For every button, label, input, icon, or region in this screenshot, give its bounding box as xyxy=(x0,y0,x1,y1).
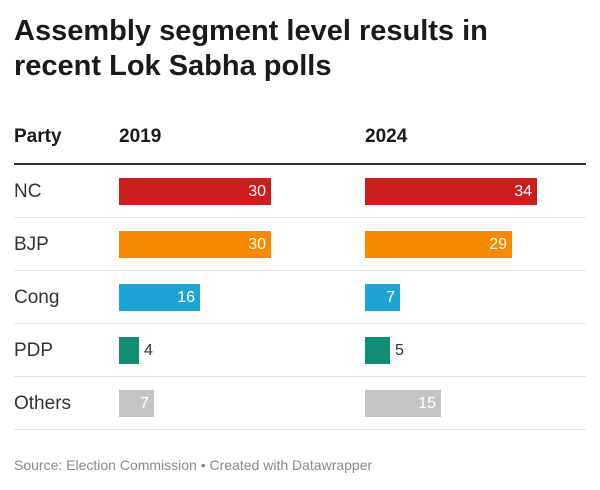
row-divider xyxy=(14,323,586,324)
bar-bjp-2024 xyxy=(365,231,512,258)
source-note: Source: Election Commission • Created wi… xyxy=(14,457,373,473)
value-label-cong-2024: 7 xyxy=(386,289,395,306)
row-divider xyxy=(14,429,586,430)
value-label-pdp-2019: 4 xyxy=(144,342,153,359)
row-nc: NC 30 34 xyxy=(14,165,586,218)
bar-cong-2024 xyxy=(365,284,400,311)
party-label: BJP xyxy=(14,234,49,255)
row-divider xyxy=(14,376,586,377)
bar-cong-2019 xyxy=(119,284,200,311)
value-label-bjp-2019: 30 xyxy=(248,236,266,253)
bar-pdp-2019 xyxy=(119,337,139,364)
value-label-nc-2019: 30 xyxy=(248,183,266,200)
bar-others-2024 xyxy=(365,390,441,417)
row-divider xyxy=(14,217,586,218)
header-divider xyxy=(14,163,586,165)
value-label-others-2019: 7 xyxy=(140,395,149,412)
bar-nc-2024 xyxy=(365,178,537,205)
value-label-pdp-2024: 5 xyxy=(395,342,404,359)
row-bjp: BJP 30 29 xyxy=(14,218,586,271)
party-label: NC xyxy=(14,181,42,202)
bar-nc-2019 xyxy=(119,178,271,205)
party-label: PDP xyxy=(14,340,54,361)
party-label: Others xyxy=(14,393,72,414)
row-others: Others 7 15 xyxy=(14,377,586,430)
value-label-cong-2019: 16 xyxy=(177,289,195,306)
column-header-party: Party xyxy=(14,126,62,147)
bar-bjp-2019 xyxy=(119,231,271,258)
column-header-2019: 2019 xyxy=(119,126,162,147)
row-pdp: PDP 4 5 xyxy=(14,324,586,377)
bar-pdp-2024 xyxy=(365,337,390,364)
row-divider xyxy=(14,270,586,271)
party-label: Cong xyxy=(14,287,60,308)
row-cong: Cong 16 7 xyxy=(14,271,586,324)
value-label-nc-2024: 34 xyxy=(514,183,532,200)
chart-title: Assembly segment level results in recent… xyxy=(14,15,488,82)
bar-others-2019 xyxy=(119,390,154,417)
value-label-bjp-2024: 29 xyxy=(489,236,507,253)
column-header-2024: 2024 xyxy=(365,126,408,147)
value-label-others-2024: 15 xyxy=(418,395,436,412)
